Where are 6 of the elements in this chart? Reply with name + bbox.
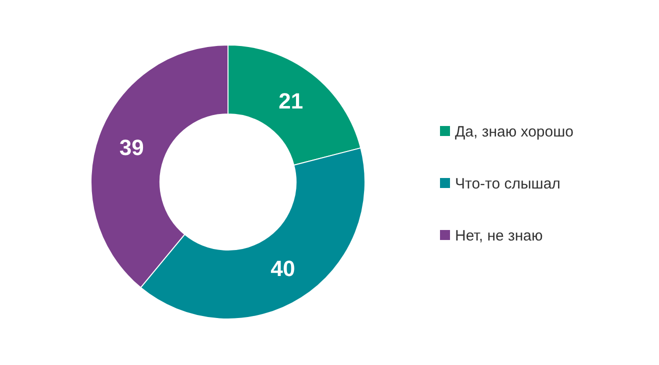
- legend-label: Да, знаю хорошо: [455, 123, 574, 140]
- data-label: 21: [278, 88, 304, 114]
- data-label: 40: [270, 256, 296, 282]
- data-label: 39: [119, 134, 144, 160]
- legend-label: Что-то слышал: [455, 175, 560, 192]
- legend-label: Нет, не знаю: [455, 227, 543, 244]
